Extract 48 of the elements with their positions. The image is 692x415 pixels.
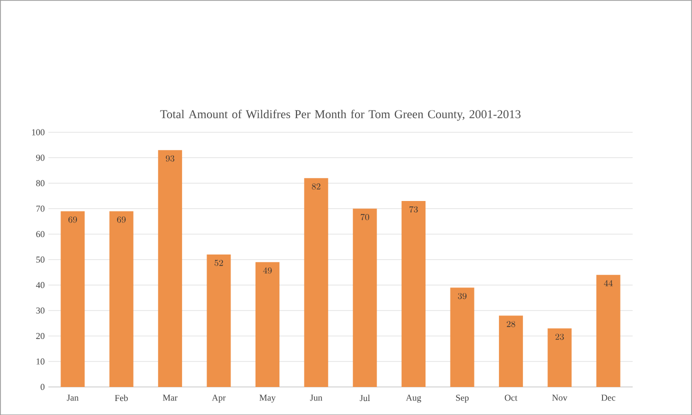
data-label: 69 xyxy=(117,216,126,223)
y-tick-label: 20 xyxy=(36,332,44,339)
x-tick-label: Jan xyxy=(66,394,79,401)
bar xyxy=(548,328,572,387)
data-label: 93 xyxy=(166,155,174,162)
chart-title: Total Amount of Wildifres Per Month for Tom Green County, 2001-2013 xyxy=(160,110,521,121)
bar xyxy=(450,287,474,387)
x-tick-label: Jul xyxy=(360,394,370,401)
bar xyxy=(109,211,134,387)
x-tick-label: Jun xyxy=(310,394,322,401)
data-label: 23 xyxy=(555,334,564,340)
data-label: 39 xyxy=(458,292,466,299)
bar xyxy=(206,254,231,387)
y-tick-label: 100 xyxy=(32,129,44,136)
data-label: 70 xyxy=(360,214,370,220)
x-tick-label: May xyxy=(260,394,276,402)
y-tick-label: 80 xyxy=(36,180,44,186)
y-tick-label: 50 xyxy=(36,256,44,262)
data-label: 49 xyxy=(263,267,272,274)
data-label: 73 xyxy=(409,206,418,212)
x-tick-label: Oct xyxy=(504,394,518,401)
bar xyxy=(158,150,182,387)
x-tick-label: Dec xyxy=(601,394,616,401)
y-tick-label: 30 xyxy=(36,307,44,314)
data-label: 44 xyxy=(604,280,613,286)
y-tick-label: 40 xyxy=(36,282,44,288)
x-tick-label: Feb xyxy=(114,394,128,401)
bar xyxy=(255,262,280,387)
x-tick-label: Apr xyxy=(212,394,226,402)
bar xyxy=(60,211,85,387)
y-tick-label: 90 xyxy=(36,154,44,161)
x-tick-label: Aug xyxy=(406,394,422,402)
x-tick-label: Sep xyxy=(456,394,469,402)
bar xyxy=(304,178,328,387)
bar xyxy=(352,208,377,387)
bar xyxy=(498,315,523,387)
y-tick-label: 10 xyxy=(36,358,44,364)
bar xyxy=(402,200,426,387)
y-tick-label: 70 xyxy=(36,205,44,212)
data-label: 69 xyxy=(68,216,77,223)
y-tick-label: 60 xyxy=(36,230,44,238)
x-tick-label: Nov xyxy=(552,394,568,401)
data-label: 82 xyxy=(312,183,320,190)
bar xyxy=(596,274,620,387)
data-label: 52 xyxy=(214,260,223,266)
x-tick-label: Mar xyxy=(162,394,178,401)
data-label: 28 xyxy=(506,320,516,327)
y-tick-label: 0 xyxy=(40,384,44,390)
